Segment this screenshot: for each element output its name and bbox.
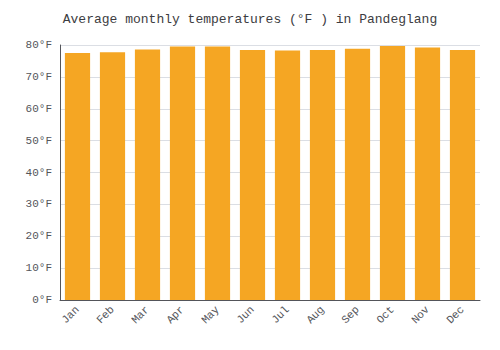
svg-text:70°F: 70°F bbox=[26, 71, 52, 83]
svg-text:Apr: Apr bbox=[164, 304, 186, 326]
svg-text:40°F: 40°F bbox=[26, 167, 52, 179]
svg-text:Oct: Oct bbox=[374, 304, 396, 326]
svg-text:Sep: Sep bbox=[339, 304, 361, 326]
svg-text:May: May bbox=[199, 303, 222, 326]
svg-text:Average monthly temperatures (: Average monthly temperatures (°F ) in Pa… bbox=[63, 12, 437, 27]
svg-text:Aug: Aug bbox=[304, 304, 326, 326]
svg-text:20°F: 20°F bbox=[26, 230, 52, 242]
svg-text:60°F: 60°F bbox=[26, 103, 52, 115]
svg-text:10°F: 10°F bbox=[26, 262, 52, 274]
svg-text:Jun: Jun bbox=[234, 304, 256, 326]
svg-text:Nov: Nov bbox=[409, 303, 432, 326]
svg-text:50°F: 50°F bbox=[26, 135, 52, 147]
svg-text:80°F: 80°F bbox=[26, 39, 52, 51]
svg-text:Jul: Jul bbox=[269, 304, 291, 326]
svg-text:Dec: Dec bbox=[444, 304, 466, 326]
svg-text:0°F: 0°F bbox=[32, 294, 52, 306]
svg-text:Jan: Jan bbox=[59, 304, 81, 326]
svg-text:Feb: Feb bbox=[94, 304, 116, 326]
svg-text:Mar: Mar bbox=[129, 304, 151, 326]
svg-text:30°F: 30°F bbox=[26, 198, 52, 210]
